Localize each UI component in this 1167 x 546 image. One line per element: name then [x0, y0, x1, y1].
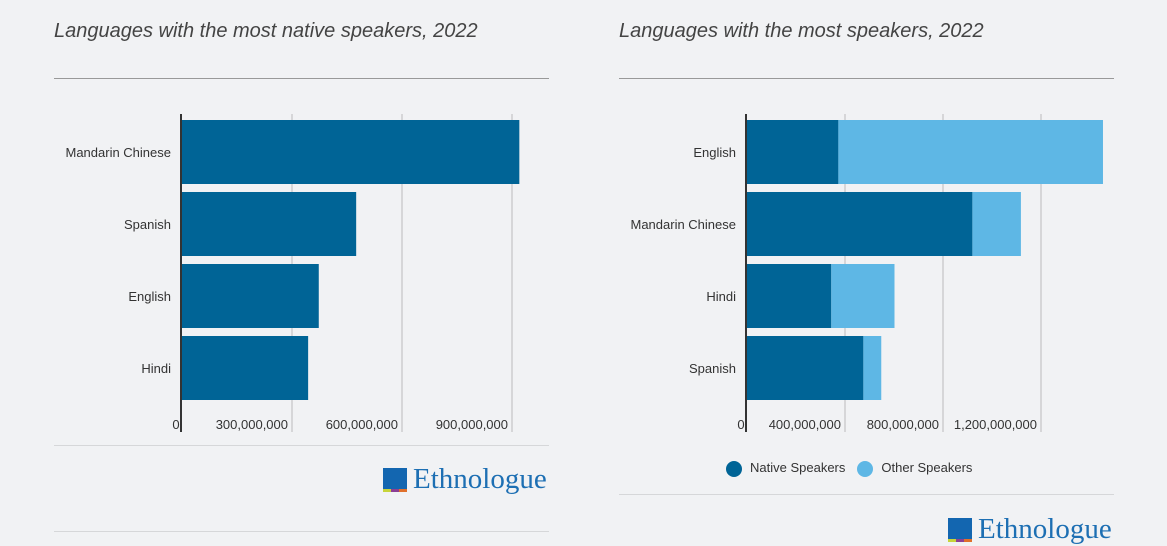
legend-other-label: Other Speakers: [881, 460, 973, 475]
tick-label: 300,000,000: [216, 417, 288, 432]
logo-mark: [383, 467, 407, 492]
bar-spanish: [863, 336, 882, 400]
divider: [619, 494, 1114, 495]
legend-native-swatch: [726, 460, 742, 477]
category-label: Mandarin Chinese: [65, 145, 171, 160]
bar-english: [747, 120, 839, 184]
tick-label: 900,000,000: [436, 417, 508, 432]
ethnologue-logo: Ethnologue: [948, 513, 1112, 546]
tick-label: 400,000,000: [769, 417, 841, 432]
divider: [54, 531, 549, 532]
legend-native-label: Native Speakers: [750, 460, 846, 475]
logo-text: Ethnologue: [413, 463, 547, 495]
logo-text: Ethnologue: [978, 513, 1112, 545]
logo-mark: [948, 517, 972, 542]
category-label: English: [693, 145, 736, 160]
legend-other: Other Speakers: [857, 460, 972, 477]
category-label: Mandarin Chinese: [630, 217, 736, 232]
bar-english: [838, 120, 1103, 184]
category-label: Hindi: [141, 361, 171, 376]
divider: [619, 78, 1114, 79]
legend-other-swatch: [857, 460, 874, 477]
bar-hindi: [747, 264, 832, 328]
chart2-title: Languages with the most speakers, 2022: [619, 20, 984, 42]
tick-label: 0: [737, 417, 744, 432]
legend-native: Native Speakers: [726, 460, 845, 477]
category-label: Spanish: [689, 361, 736, 376]
bar-english: [182, 264, 319, 328]
legend: Native Speakers Other Speakers: [726, 460, 972, 477]
category-label: Hindi: [706, 289, 736, 304]
tick-label: 1,200,000,000: [954, 417, 1037, 432]
chart1-title: Languages with the most native speakers,…: [54, 20, 478, 42]
tick-label: 600,000,000: [326, 417, 398, 432]
bar-hindi: [182, 336, 309, 400]
tick-label: 0: [172, 417, 179, 432]
category-label: Spanish: [124, 217, 171, 232]
bar-mandarin-chinese: [182, 120, 520, 184]
category-label: English: [128, 289, 171, 304]
bar-mandarin-chinese: [747, 192, 973, 256]
divider: [54, 78, 549, 79]
bar-spanish: [182, 192, 357, 256]
bar-hindi: [831, 264, 895, 328]
bar-mandarin-chinese: [972, 192, 1021, 256]
divider: [54, 445, 549, 446]
ethnologue-logo: Ethnologue: [383, 463, 547, 496]
tick-label: 800,000,000: [867, 417, 939, 432]
bar-spanish: [747, 336, 864, 400]
